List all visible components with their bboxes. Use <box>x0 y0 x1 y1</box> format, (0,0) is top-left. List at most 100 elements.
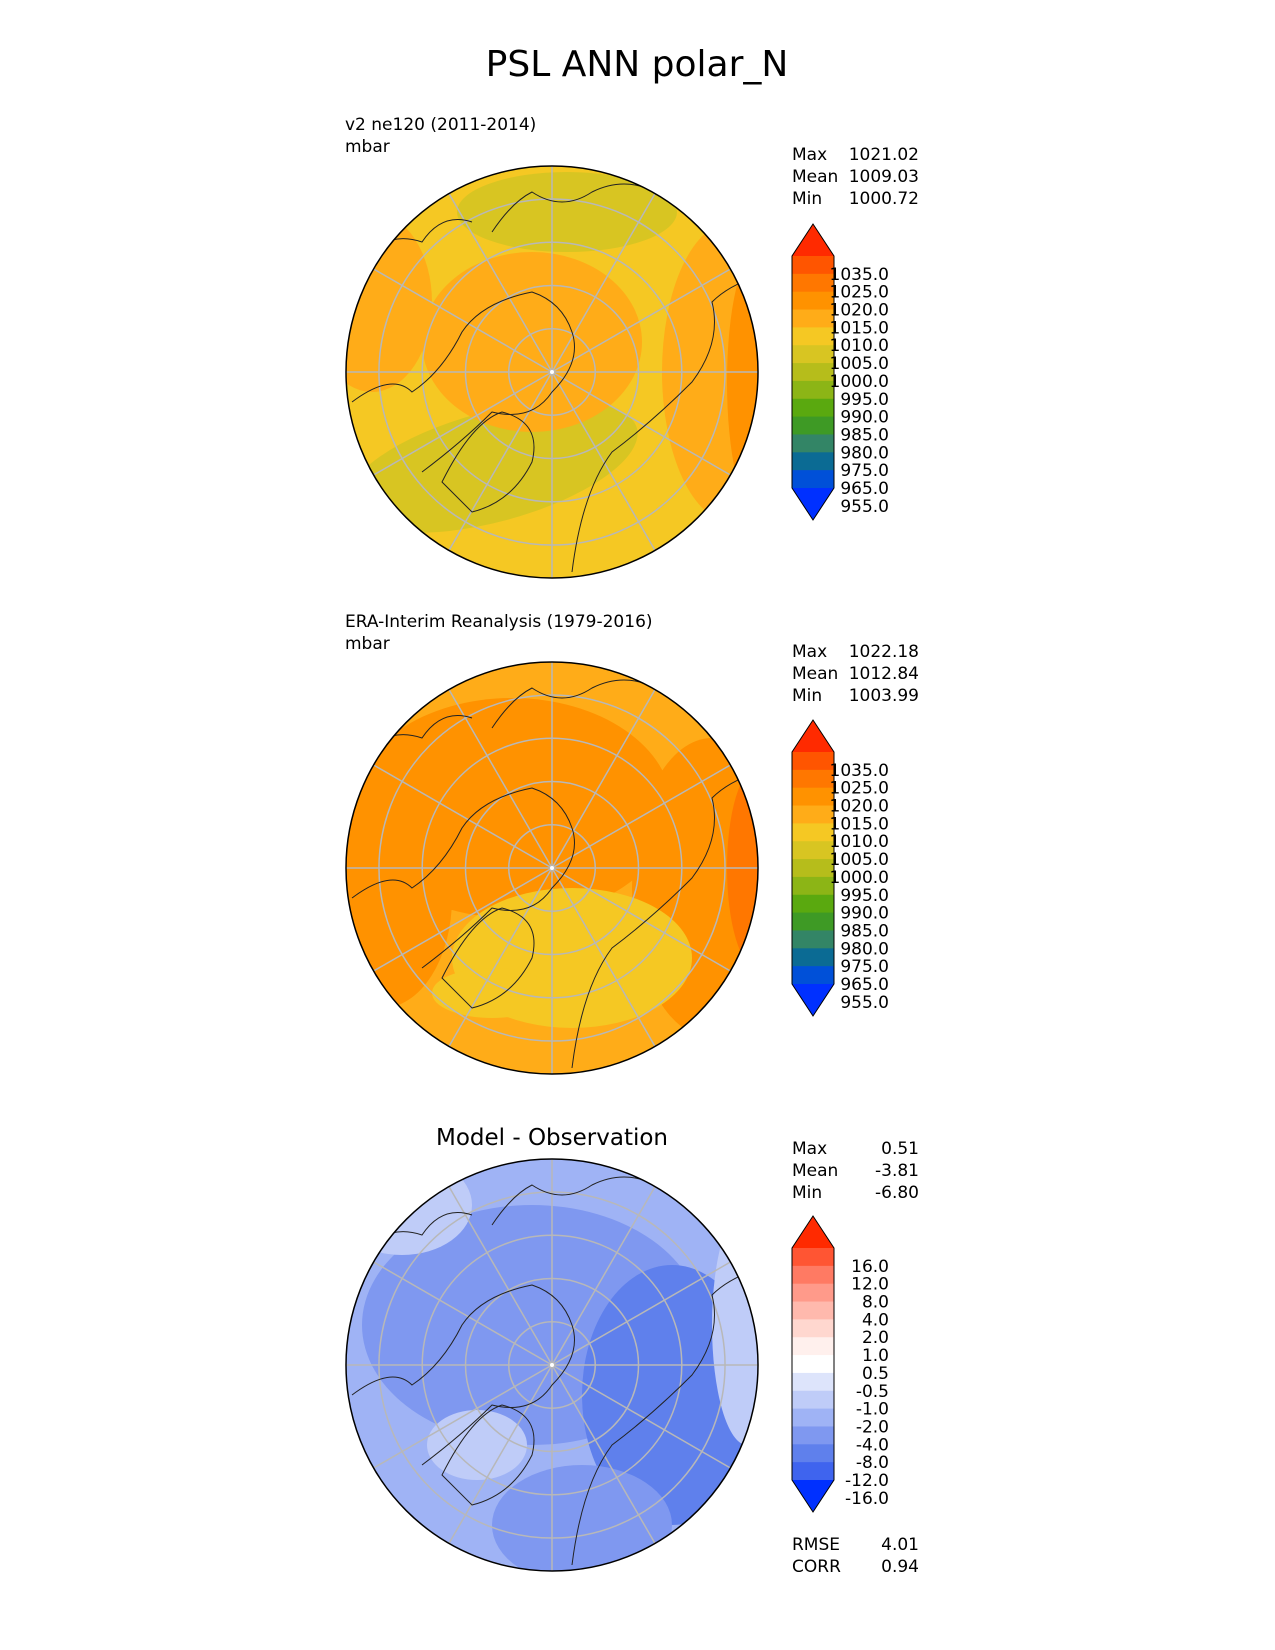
stat-value: 1000.72 <box>849 189 919 209</box>
meridian-line <box>373 867 553 972</box>
stat-name: Mean <box>792 167 838 187</box>
colorbar-tick-label: 1010.0 <box>830 832 889 852</box>
meridian-line <box>448 689 553 869</box>
colorbar-tick-label: 965.0 <box>840 975 889 995</box>
colorbar-tick-label: 2.0 <box>862 1328 889 1348</box>
figure-title: PSL ANN polar_N <box>486 44 789 85</box>
stat-value: 1022.18 <box>849 642 919 662</box>
colorbar-tick-label: -1.0 <box>856 1400 889 1420</box>
colorbar-tick-label: -0.5 <box>856 1382 889 1402</box>
panel-title: Model - Observation <box>436 1125 668 1151</box>
meridian-line <box>551 193 656 373</box>
pole-marker <box>550 1363 554 1367</box>
meridian-line <box>448 193 553 373</box>
stat-name: Max <box>792 145 827 165</box>
meridian-line <box>551 867 731 972</box>
panel-units: mbar <box>345 634 390 654</box>
map-boundary <box>345 1158 759 1572</box>
colorbar-segment <box>792 1390 834 1410</box>
colorbar-segment <box>792 1408 834 1427</box>
meridian-line <box>448 867 553 1047</box>
colorbar-tick-label: 985.0 <box>840 921 889 941</box>
coastline <box>351 787 575 969</box>
colorbar-tick-label: 1020.0 <box>830 301 889 321</box>
meridian-line <box>551 1186 656 1366</box>
colorbar-segment <box>792 752 834 771</box>
metrics-block: RMSE 4.01 CORR 0.94 <box>792 1535 919 1577</box>
polar-map <box>345 1158 759 1572</box>
metric-value: 4.01 <box>881 1535 919 1555</box>
colorbar-extend-top <box>792 224 834 256</box>
coastline <box>571 271 758 573</box>
colorbar-segment <box>792 912 834 931</box>
colorbar-segment <box>792 948 834 967</box>
stats-block: Max 0.51 Mean -3.81 Min -6.80 <box>792 1139 919 1203</box>
metric-name: CORR <box>792 1557 841 1577</box>
stats-block: Max 1022.18 Mean 1012.84 Min 1003.99 <box>792 642 919 706</box>
colorbar-segment <box>792 452 834 471</box>
map-boundary <box>345 165 759 579</box>
colorbar-segment <box>792 894 834 914</box>
colorbar: 1035.01025.01020.01015.01010.01005.01000… <box>791 719 889 1017</box>
meridian-line <box>551 1261 731 1366</box>
panel-label: v2 ne120 (2011-2014) <box>345 115 536 135</box>
metric-name: RMSE <box>792 1535 840 1555</box>
stat-name: Max <box>792 1139 827 1159</box>
panel-units: mbar <box>345 137 390 157</box>
meridian-line <box>448 1364 553 1544</box>
coastline <box>441 907 535 1009</box>
stat-name: Max <box>792 642 827 662</box>
colorbar-segment <box>792 434 834 453</box>
meridian-line <box>551 1364 731 1469</box>
colorbar-tick-label: 995.0 <box>840 390 889 410</box>
colorbar-extend-bottom <box>792 984 834 1016</box>
colorbar-tick-label: 1000.0 <box>830 868 889 888</box>
colorbar-segment <box>792 841 834 860</box>
colorbar-segment <box>792 1372 834 1392</box>
colorbar-tick-label: -12.0 <box>845 1471 889 1491</box>
panel-label: ERA-Interim Reanalysis (1979-2016) <box>345 612 653 632</box>
colorbar-tick-label: 955.0 <box>840 993 889 1013</box>
colorbar-segment <box>792 470 834 489</box>
graticule <box>346 1159 758 1571</box>
colorbar-segment <box>792 398 834 418</box>
coastline <box>441 411 535 513</box>
field-layer <box>346 662 758 1074</box>
meridian-line <box>551 867 656 1047</box>
colorbar-tick-label: 955.0 <box>840 497 889 517</box>
colorbar-segment <box>792 363 834 382</box>
field-layer <box>346 166 758 578</box>
colorbar-tick-label: 1035.0 <box>830 761 889 781</box>
stat-name: Min <box>792 189 822 209</box>
colorbar-tick-label: 990.0 <box>840 408 889 428</box>
colorbar-extend-bottom <box>792 1480 834 1512</box>
colorbar-segment <box>792 327 834 346</box>
colorbar-tick-label: 0.5 <box>862 1364 889 1384</box>
coastline <box>571 1264 758 1566</box>
colorbar-tick-label: 1025.0 <box>830 779 889 799</box>
colorbar-segment <box>792 1301 834 1320</box>
meridian-line <box>551 764 731 869</box>
stat-name: Mean <box>792 664 838 684</box>
colorbar-tick-label: 1005.0 <box>830 850 889 870</box>
panel-difference: Model - Observation Max 0.51 Mean -3.81 … <box>345 1125 919 1577</box>
colorbar-segment <box>792 1337 834 1356</box>
colorbar-tick-label: -2.0 <box>856 1417 889 1437</box>
meridian-line <box>448 1186 553 1366</box>
stat-value: 1021.02 <box>849 145 919 165</box>
colorbar-tick-label: 980.0 <box>840 443 889 463</box>
map-boundary <box>345 661 759 1075</box>
pole-marker <box>550 866 554 870</box>
colorbar-outline <box>791 719 835 1017</box>
colorbar-tick-label: 1010.0 <box>830 336 889 356</box>
colorbar-segment <box>792 273 834 293</box>
stat-name: Min <box>792 1183 822 1203</box>
colorbar-tick-label: 1035.0 <box>830 265 889 285</box>
field-contour <box>422 252 642 432</box>
colorbar-segment <box>792 309 834 328</box>
stat-value: -3.81 <box>875 1161 919 1181</box>
colorbar-segment <box>792 291 834 311</box>
field-contour <box>432 968 552 1018</box>
colorbar-segment <box>792 930 834 949</box>
